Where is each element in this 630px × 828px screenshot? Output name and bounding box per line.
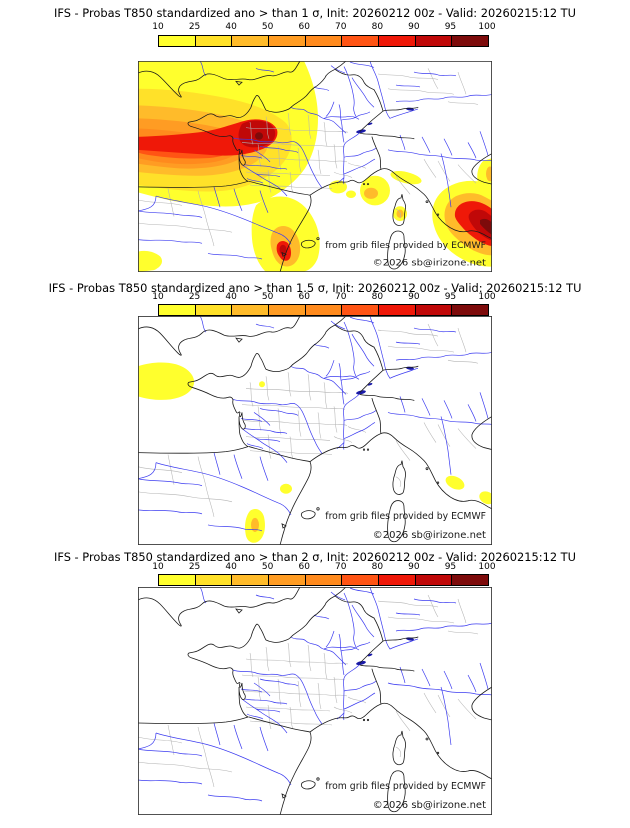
panel-2-title: IFS - Probas T850 standardized ano > tha… [48, 281, 582, 295]
colorbar-tick-label: 95 [444, 22, 457, 32]
colorbar-segment [195, 305, 233, 315]
colorbar-tick-label: 95 [444, 562, 457, 572]
colorbar-tick-label: 100 [478, 562, 496, 572]
colorbar-tick-label: 10 [152, 562, 164, 572]
attribution-source: from grib files provided by ECMWF [325, 241, 486, 251]
colorbar-segment [305, 575, 343, 585]
colorbar-tick-label: 80 [371, 562, 384, 572]
colorbar-tick-label: 40 [225, 292, 237, 302]
colorbar-tick-label: 25 [188, 562, 201, 572]
colorbar [158, 35, 489, 47]
colorbar-tick-label: 90 [408, 562, 420, 572]
colorbar-segment [232, 36, 270, 46]
probability-overlay [138, 61, 492, 272]
colorbar-segment [269, 305, 306, 315]
colorbar-tick-label: 40 [225, 562, 237, 572]
colorbar-segment [232, 575, 270, 585]
colorbar-segment [415, 305, 453, 315]
colorbar-tick-label: 90 [408, 22, 420, 32]
colorbar-tick-label: 50 [261, 22, 274, 32]
colorbar-segment [159, 36, 196, 46]
colorbar-tick-label: 70 [335, 292, 347, 302]
panel-1-title: IFS - Probas T850 standardized ano > tha… [54, 6, 576, 20]
attribution-source: from grib files provided by ECMWF [325, 781, 486, 792]
attribution-copyright: ©2026 sb@irizone.net [373, 530, 486, 541]
colorbar-tick-label: 100 [478, 22, 496, 32]
colorbar-tick-label: 40 [225, 22, 237, 32]
colorbar-tick-label: 60 [298, 292, 310, 302]
colorbar-segment [342, 305, 380, 315]
attribution-source: from grib files provided by ECMWF [325, 511, 486, 522]
colorbar-segment [452, 36, 489, 46]
colorbar-tick-label: 70 [335, 22, 347, 32]
colorbar-ticks: 10 25 40 50 60 70 80 90 95 100 [152, 22, 495, 33]
colorbar-segment [232, 305, 270, 315]
colorbar-segment [342, 36, 380, 46]
colorbar-segment [159, 305, 196, 315]
colorbar-segment [379, 305, 416, 315]
attribution-copyright: ©2026 sb@irizone.net [373, 800, 486, 811]
map-sigma-1: from grib files provided by ECMWF ©2026 … [138, 61, 492, 272]
colorbar-tick-label: 25 [188, 292, 201, 302]
colorbar-segment [452, 575, 489, 585]
colorbar-segment [379, 36, 416, 46]
colorbar-tick-label: 100 [478, 292, 496, 302]
colorbar [158, 304, 489, 316]
colorbar-ticks: 10 25 40 50 60 70 80 90 95 100 [152, 292, 495, 303]
panel-3-title: IFS - Probas T850 standardized ano > tha… [54, 550, 576, 564]
colorbar-tick-label: 80 [371, 292, 384, 302]
map-sigma-2: from grib files provided by ECMWF ©2026 … [138, 587, 492, 815]
probability-overlay [138, 362, 492, 543]
colorbar-segment [195, 36, 233, 46]
colorbar-tick-label: 95 [444, 292, 457, 302]
colorbar [158, 574, 489, 586]
attribution-copyright: ©2026 sb@irizone.net [373, 258, 486, 269]
colorbar-segment [159, 575, 196, 585]
colorbar-tick-label: 10 [152, 22, 164, 32]
colorbar-tick-label: 60 [298, 562, 310, 572]
colorbar-segment [415, 36, 453, 46]
colorbar-segment [379, 575, 416, 585]
colorbar-tick-label: 60 [298, 22, 310, 32]
colorbar-segment [305, 36, 343, 46]
colorbar-segment [415, 575, 453, 585]
colorbar-segment [269, 36, 306, 46]
colorbar-segment [269, 575, 306, 585]
colorbar-segment [195, 575, 233, 585]
colorbar-segment [452, 305, 489, 315]
colorbar-tick-label: 50 [261, 562, 274, 572]
colorbar-tick-label: 70 [335, 562, 347, 572]
colorbar-segment [342, 575, 380, 585]
colorbar-tick-label: 90 [408, 292, 420, 302]
colorbar-ticks: 10 25 40 50 60 70 80 90 95 100 [152, 562, 495, 573]
colorbar-tick-label: 25 [188, 22, 201, 32]
colorbar-segment [305, 305, 343, 315]
colorbar-tick-label: 10 [152, 292, 164, 302]
map-sigma-1-5: from grib files provided by ECMWF ©2026 … [138, 316, 492, 545]
colorbar-tick-label: 50 [261, 292, 274, 302]
colorbar-tick-label: 80 [371, 22, 384, 32]
